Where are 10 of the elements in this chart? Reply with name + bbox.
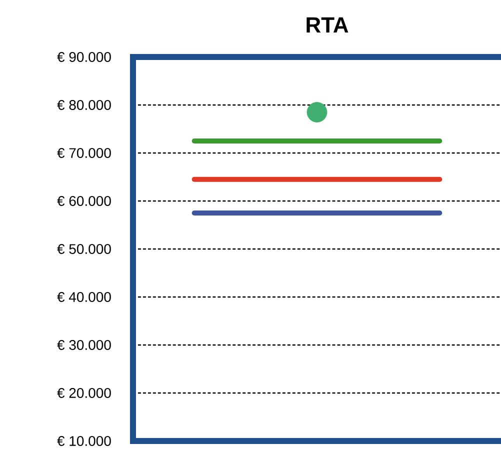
y-tick-label: € 70.000 <box>57 148 111 158</box>
y-tick-label: € 40.000 <box>57 292 111 302</box>
y-tick-label: € 60.000 <box>57 196 111 206</box>
y-tick-label: € 20.000 <box>57 388 111 398</box>
y-tick-label: € 90.000 <box>57 52 111 62</box>
y-tick-label: € 30.000 <box>57 340 111 350</box>
chart-title: RTA <box>306 17 348 33</box>
y-tick-label: € 50.000 <box>57 244 111 254</box>
y-tick-label: € 80.000 <box>57 100 111 110</box>
y-tick-label: € 10.000 <box>57 436 111 446</box>
